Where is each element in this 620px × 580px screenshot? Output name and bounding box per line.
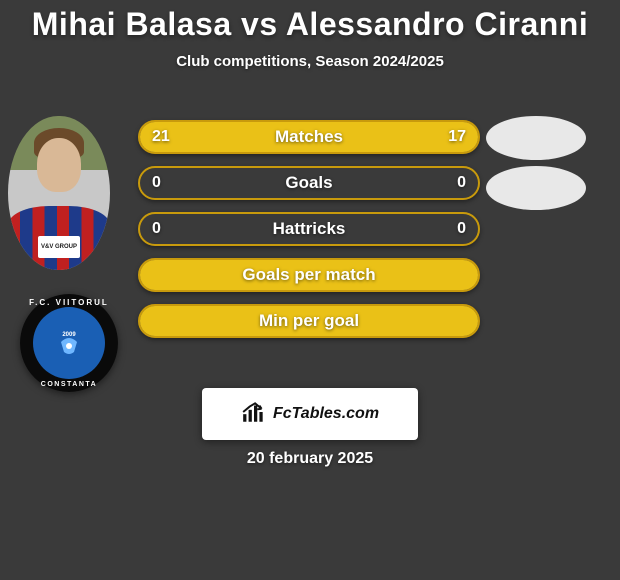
stat-value-left: 21 — [152, 128, 170, 146]
stat-label: Goals — [285, 173, 332, 193]
stat-label: Matches — [275, 127, 343, 147]
date-line: 20 february 2025 — [0, 450, 620, 468]
svg-text:2009: 2009 — [62, 332, 76, 338]
stat-bar: 0 Hattricks 0 — [138, 212, 480, 246]
stat-bar: Goals per match — [138, 258, 480, 292]
player1-club-badge: F.C. VIITORUL 2009 CONSTANTA — [20, 294, 118, 392]
stat-value-right: 17 — [448, 128, 466, 146]
stat-label: Goals per match — [242, 265, 375, 285]
player1-jersey-sponsor: V&V GROUP — [38, 236, 80, 258]
stat-label: Min per goal — [259, 311, 359, 331]
stats-panel: 21 Matches 17 0 Goals 0 0 Hattricks 0 Goals per m… — [138, 120, 480, 350]
club-name-bottom: CONSTANTA — [20, 381, 118, 388]
club-name-top: F.C. VIITORUL — [20, 298, 118, 307]
player1-column: V&V GROUP F.C. VIITORUL 2009 CONSTANTA — [8, 116, 122, 392]
stat-value-right: 0 — [457, 220, 466, 238]
chart-icon — [241, 399, 267, 430]
stat-bar: 0 Goals 0 — [138, 166, 480, 200]
page-title: Mihai Balasa vs Alessandro Ciranni — [0, 0, 620, 43]
player2-photo-placeholder — [486, 116, 586, 160]
stat-label: Hattricks — [273, 219, 346, 239]
player1-photo: V&V GROUP — [8, 116, 110, 270]
brand-box: FcTables.com — [202, 388, 418, 440]
subtitle: Club competitions, Season 2024/2025 — [0, 53, 620, 70]
stat-bar: Min per goal — [138, 304, 480, 338]
player2-badge-placeholder — [486, 166, 586, 210]
stat-bar: 21 Matches 17 — [138, 120, 480, 154]
club-mark-icon: 2009 — [54, 328, 84, 358]
brand-text: FcTables.com — [273, 405, 379, 423]
stat-value-left: 0 — [152, 220, 161, 238]
stat-value-right: 0 — [457, 174, 466, 192]
player2-column — [486, 116, 600, 210]
stat-value-left: 0 — [152, 174, 161, 192]
